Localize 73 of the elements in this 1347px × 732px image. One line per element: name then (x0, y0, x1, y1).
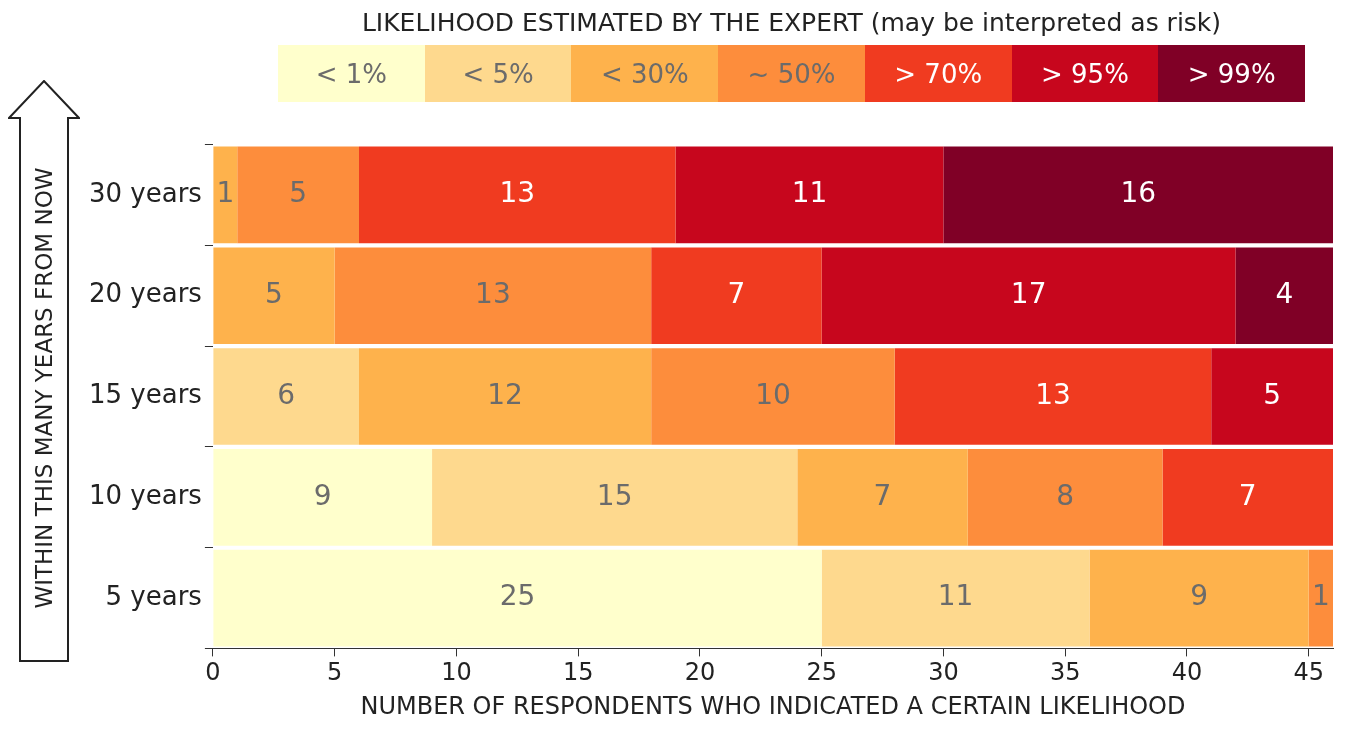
data-label: 10 (755, 377, 791, 411)
bar (1235, 247, 1333, 345)
text: < 30% (600, 58, 689, 89)
text: > 70% (894, 58, 983, 89)
bar (1089, 549, 1309, 647)
text: < 1% (315, 58, 387, 89)
x-tick-label: 35 (1049, 658, 1081, 687)
y-tick-label: 15 years (88, 379, 202, 410)
bar (213, 247, 335, 345)
x-tick-label: 20 (684, 658, 716, 687)
bar (821, 549, 1090, 647)
data-label: 7 (1238, 478, 1257, 512)
y-tick-label: 5 years (105, 580, 202, 611)
data-label: 15 (596, 478, 633, 512)
legend-title: LIKELIHOOD ESTIMATED BY THE EXPERT (may be interpreted as risk) (360, 8, 1223, 37)
y-tick-label: 20 years (88, 278, 202, 309)
bar (359, 146, 676, 244)
data-label: 7 (873, 478, 892, 512)
x-tick-label: 45 (1293, 658, 1324, 687)
x-tick-label: 15 (562, 658, 594, 687)
bar (213, 448, 433, 546)
x-tick-label: 30 (928, 658, 959, 687)
data-label: 5 (265, 277, 283, 311)
data-label: 1 (216, 176, 235, 210)
x-tick-label: 25 (806, 658, 837, 687)
bar (334, 247, 652, 345)
bar (675, 146, 944, 244)
data-label: 7 (727, 277, 746, 311)
bar (213, 146, 238, 244)
data-label: 13 (1035, 377, 1071, 411)
bar (1162, 448, 1333, 546)
bar (894, 348, 1212, 445)
bar (943, 146, 1333, 244)
data-label: 25 (499, 579, 536, 613)
text: > 99% (1187, 58, 1276, 89)
bar (967, 448, 1163, 546)
x-tick-label: 5 (327, 658, 343, 687)
y-tick-label: 30 years (88, 177, 202, 208)
y-axis-title: WITHIN THIS MANY YEARS FROM NOW (31, 167, 57, 609)
y-tick-label: 10 years (88, 480, 202, 511)
data-label: 11 (791, 176, 828, 210)
bar (797, 448, 968, 546)
bar (359, 348, 652, 445)
data-label: 8 (1056, 478, 1075, 512)
bar (821, 247, 1236, 345)
bar (237, 146, 359, 244)
text: > 95% (1041, 58, 1129, 89)
data-label: 13 (499, 176, 536, 210)
bar (1308, 549, 1333, 647)
data-label: 4 (1275, 277, 1294, 311)
text: < 5% (462, 58, 534, 89)
data-label: 1 (1311, 579, 1330, 613)
data-label: 13 (475, 277, 511, 311)
data-label: 12 (487, 377, 523, 411)
data-label: 9 (1190, 579, 1208, 613)
bar (651, 247, 822, 345)
x-tick-label: 0 (205, 658, 221, 687)
data-label: 5 (289, 176, 308, 210)
data-label: 9 (313, 478, 332, 512)
data-label: 17 (1010, 277, 1047, 311)
data-label: 16 (1120, 176, 1157, 210)
x-tick-label: 10 (441, 658, 472, 687)
bar (432, 448, 798, 546)
text: ~ 50% (747, 58, 836, 89)
bar (1211, 348, 1333, 445)
data-label: 5 (1263, 377, 1282, 411)
data-label: 11 (937, 579, 974, 613)
bar (213, 348, 359, 445)
bar (213, 549, 822, 647)
data-label: 6 (277, 377, 296, 411)
bar (651, 348, 895, 445)
x-tick-label: 40 (1171, 658, 1203, 687)
x-axis-title: NUMBER OF RESPONDENTS WHO INDICATED A CERTAIN LIKELIHOOD (360, 691, 1186, 720)
